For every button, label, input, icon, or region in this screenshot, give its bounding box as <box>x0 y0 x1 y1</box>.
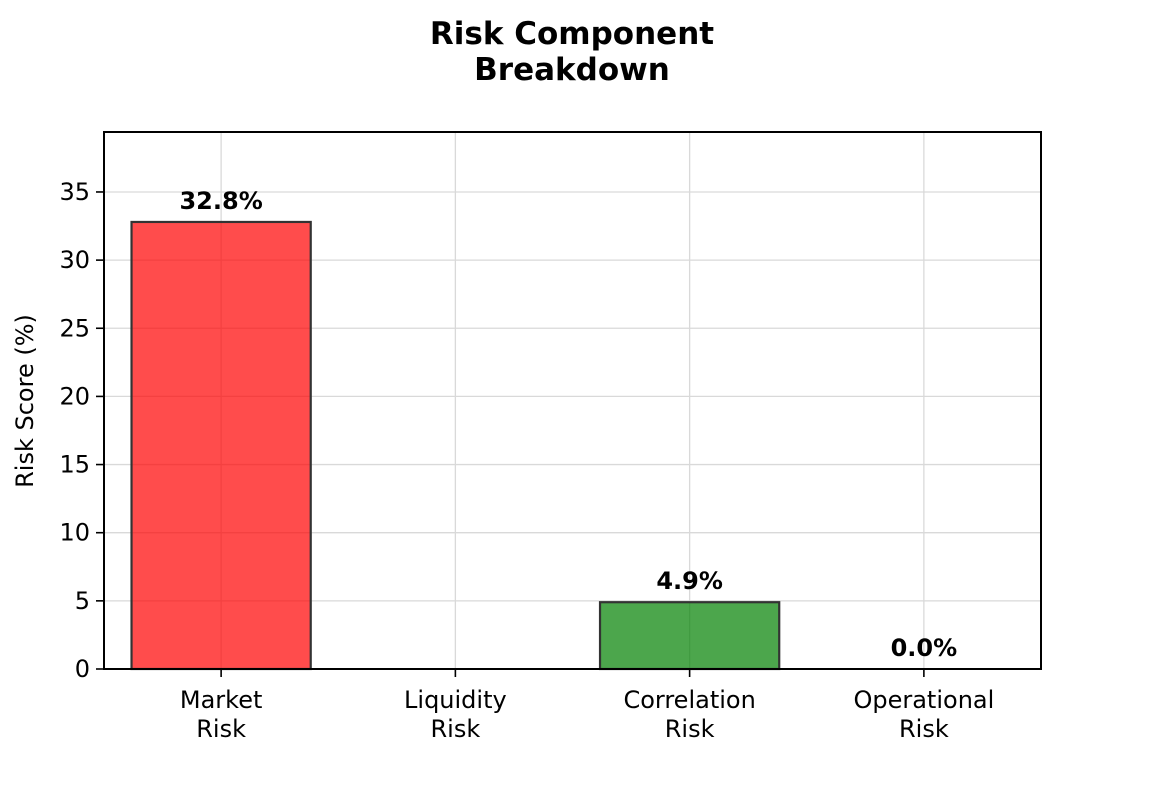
x-tick-label: Market <box>180 686 263 714</box>
y-tick-label: 5 <box>75 587 90 615</box>
y-tick-label: 20 <box>59 382 90 410</box>
plot-frame <box>103 131 1042 670</box>
x-tick-label: Risk <box>196 715 246 743</box>
x-tick-label: Risk <box>431 715 481 743</box>
y-tick-label: 25 <box>59 314 90 342</box>
x-axis-ticks: MarketRiskLiquidityRiskCorrelationRiskOp… <box>180 669 994 743</box>
y-tick-label: 35 <box>59 178 90 206</box>
data-labels: 32.8% 4.9% 0.0% <box>179 187 957 662</box>
x-tick-label: Operational <box>853 686 994 714</box>
bar-correlation-risk <box>598 601 781 671</box>
chart-title-line-1: Risk Component <box>430 16 714 52</box>
bar-market-risk <box>130 220 312 671</box>
data-label: 0.0% <box>891 634 958 662</box>
y-axis-ticks: 0 5 10 15 20 25 30 35 <box>59 178 104 683</box>
bars <box>130 220 781 671</box>
x-tick-label: Liquidity <box>404 686 507 714</box>
data-label: 4.9% <box>656 567 723 595</box>
y-tick-label: 0 <box>75 655 90 683</box>
y-tick-label: 30 <box>59 246 90 274</box>
data-label: 32.8% <box>179 187 262 215</box>
y-tick-label: 10 <box>59 519 90 547</box>
y-tick-label: 15 <box>59 451 90 479</box>
x-tick-label: Risk <box>665 715 715 743</box>
y-axis-label: Risk Score (%) <box>11 314 39 488</box>
chart-title-line-2: Breakdown <box>474 52 670 88</box>
x-tick-label: Correlation <box>623 686 755 714</box>
x-tick-label: Risk <box>899 715 949 743</box>
